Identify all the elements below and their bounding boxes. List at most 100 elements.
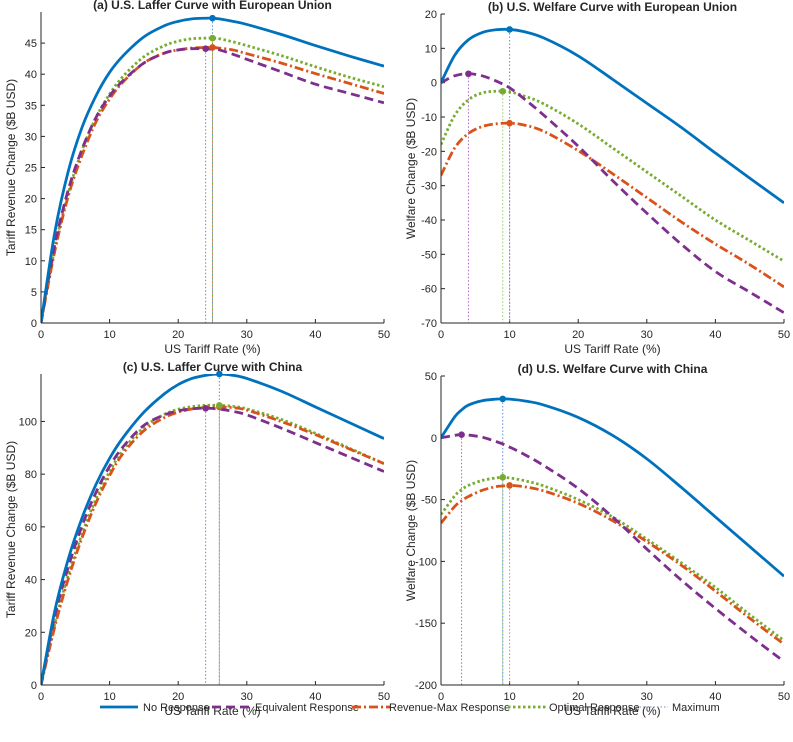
maximum-marker-equivalent [458, 431, 465, 439]
x-tick-label: 30 [241, 329, 253, 341]
x-tick-label: 0 [38, 329, 44, 341]
maximum-marker-no-response [499, 395, 507, 403]
y-tick-label: 30 [25, 131, 37, 143]
y-tick-label: 0 [431, 78, 437, 90]
legend: No Response Equivalent Response Revenue-… [100, 702, 720, 714]
x-tick-label: 20 [172, 329, 184, 341]
y-tick-label: 0 [31, 318, 37, 330]
y-tick-label: -40 [421, 215, 437, 227]
y-tick-label: -70 [421, 318, 437, 330]
x-tick-label: 30 [641, 691, 653, 703]
maximum-marker-no-response [209, 14, 216, 22]
plot-content [41, 16, 384, 323]
y-tick-label: 40 [25, 575, 37, 587]
y-tick-label: 60 [25, 522, 37, 534]
x-tick-label: 10 [103, 329, 115, 341]
x-tick-label: 50 [378, 691, 390, 703]
y-tick-label: -50 [421, 495, 437, 507]
maximum-marker-optimal [216, 402, 223, 409]
series-line-revenue-max [441, 121, 784, 289]
y-tick-label: 10 [25, 256, 37, 268]
maximum-marker-equivalent [465, 70, 472, 78]
y-tick-label: 35 [25, 100, 37, 112]
legend-label-no-response: No Response [143, 702, 210, 714]
y-tick-label: 50 [425, 371, 437, 383]
y-tick-label: 45 [25, 38, 37, 50]
series-line-optimal [441, 475, 784, 642]
series-line-optimal [41, 36, 384, 323]
series-line-equivalent [441, 433, 784, 663]
x-tick-label: 20 [572, 691, 584, 703]
y-tick-label: -100 [415, 556, 437, 568]
y-tick-label: 0 [431, 433, 437, 445]
maximum-marker-no-response [216, 370, 223, 378]
x-tick-label: 50 [378, 329, 390, 341]
x-axis-label: US Tariff Rate (%) [164, 704, 260, 718]
x-tick-label: 40 [309, 691, 321, 703]
series-line-no-response [441, 397, 784, 578]
chart-title: (c) U.S. Laffer Curve with China [123, 360, 303, 374]
x-tick-label: 30 [641, 329, 653, 341]
series-line-no-response [441, 27, 784, 204]
y-tick-label: 25 [25, 163, 37, 175]
maximum-marker-revenue-max [506, 119, 513, 127]
chart-panels: (a) U.S. Laffer Curve with European Unio… [4, 0, 790, 718]
maximum-marker-equivalent [202, 404, 209, 412]
y-tick-label: 15 [25, 225, 37, 237]
maximum-marker-optimal [499, 474, 507, 481]
panel-c: (c) U.S. Laffer Curve with China 0 20 40 60 8… [4, 360, 390, 718]
x-tick-label: 10 [503, 329, 515, 341]
series-line-optimal [441, 89, 784, 263]
y-tick-label: 20 [25, 194, 37, 206]
series-line-equivalent [441, 72, 784, 314]
y-tick-label: -10 [421, 112, 437, 124]
maximum-marker-revenue-max [506, 482, 513, 489]
chart-title: (a) U.S. Laffer Curve with European Unio… [93, 0, 332, 12]
plot-area [41, 374, 384, 685]
x-tick-label: 0 [438, 329, 444, 341]
x-tick-label: 20 [572, 329, 584, 341]
plot-area [441, 14, 784, 323]
legend-label-maximum: Maximum [672, 702, 720, 714]
maximum-marker-revenue-max [209, 44, 216, 51]
y-tick-label: 5 [31, 287, 37, 299]
x-axis-label: US Tariff Rate (%) [564, 342, 660, 356]
y-tick-label: -150 [415, 618, 437, 630]
series-line-no-response [41, 374, 384, 685]
x-tick-label: 20 [172, 691, 184, 703]
series-line-revenue-max [441, 483, 784, 646]
x-tick-label: 0 [438, 691, 444, 703]
legend-label-equivalent: Equivalent Response [255, 702, 359, 714]
maximum-marker-optimal [499, 87, 507, 95]
y-tick-label: -50 [421, 249, 437, 261]
series-line-no-response [41, 16, 384, 323]
series-line-revenue-max [41, 405, 384, 685]
chart-title: (d) U.S. Welfare Curve with China [518, 362, 708, 376]
plot-area [441, 376, 784, 685]
x-tick-label: 30 [241, 691, 253, 703]
x-tick-label: 40 [309, 329, 321, 341]
y-tick-label: -200 [415, 680, 437, 692]
x-tick-label: 10 [503, 691, 515, 703]
y-tick-label: 0 [31, 680, 37, 692]
y-tick-label: 10 [425, 43, 437, 55]
series-line-equivalent [41, 47, 384, 323]
y-axis-label: Welfare Change ($B USD) [404, 460, 418, 601]
y-tick-label: -30 [421, 181, 437, 193]
series-line-equivalent [41, 406, 384, 685]
y-tick-label: -60 [421, 284, 437, 296]
y-axis-label: Tariff Revenue Change ($B USD) [4, 441, 18, 618]
legend-label-optimal: Optimal Response [549, 702, 640, 714]
y-tick-label: -20 [421, 146, 437, 158]
y-tick-label: 40 [25, 69, 37, 81]
x-tick-label: 40 [709, 329, 721, 341]
x-tick-label: 50 [778, 329, 790, 341]
x-tick-label: 10 [103, 691, 115, 703]
plot-content [41, 374, 384, 685]
maximum-marker-equivalent [202, 45, 209, 52]
y-tick-label: 20 [25, 627, 37, 639]
panel-b: (b) U.S. Welfare Curve with European Uni… [404, 0, 790, 356]
y-tick-label: 80 [25, 469, 37, 481]
chart-title: (b) U.S. Welfare Curve with European Uni… [488, 0, 737, 14]
